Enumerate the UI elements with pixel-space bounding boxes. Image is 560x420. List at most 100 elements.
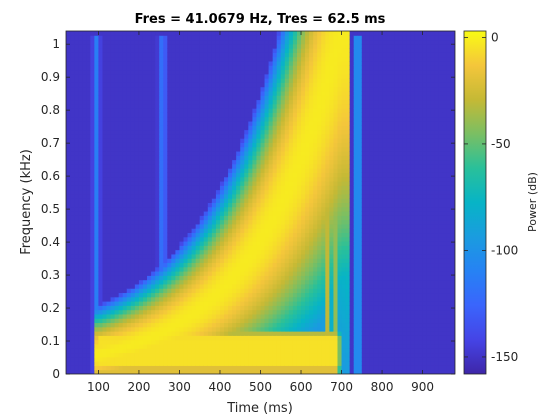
- heatmap-cell: [280, 228, 286, 234]
- heatmap-cell: [138, 339, 144, 345]
- heatmap-cell: [155, 151, 160, 156]
- heatmap-cell: [183, 151, 189, 156]
- heatmap-cell: [292, 258, 298, 264]
- heatmap-cell: [98, 206, 103, 212]
- heatmap-cell: [147, 339, 152, 345]
- heatmap-cell: [301, 78, 306, 83]
- heatmap-cell: [228, 348, 233, 354]
- heatmap-cell: [90, 202, 95, 208]
- heatmap-cell: [175, 279, 180, 285]
- heatmap-cell: [175, 155, 180, 161]
- heatmap-cell: [207, 142, 213, 148]
- heatmap-cell: [98, 258, 103, 264]
- heatmap-cell: [280, 86, 286, 92]
- heatmap-cell: [199, 369, 205, 374]
- heatmap-cell: [98, 348, 103, 354]
- heatmap-cell: [191, 275, 197, 281]
- heatmap-cell: [244, 185, 249, 191]
- heatmap-cell: [183, 352, 189, 358]
- heatmap-cell: [90, 138, 95, 143]
- heatmap-cell: [114, 313, 120, 319]
- heatmap-cell: [280, 361, 286, 366]
- heatmap-cell: [126, 211, 132, 216]
- heatmap-cell: [183, 133, 189, 139]
- heatmap-cell: [155, 249, 160, 255]
- heatmap-cell: [224, 43, 229, 49]
- heatmap-cell: [191, 279, 197, 285]
- heatmap-cell: [167, 138, 172, 143]
- heatmap-cell: [175, 369, 180, 374]
- heatmap-cell: [114, 202, 120, 208]
- heatmap-cell: [292, 271, 298, 276]
- heatmap-cell: [288, 343, 294, 349]
- heatmap-cell: [280, 103, 286, 109]
- heatmap-cell: [280, 52, 286, 58]
- heatmap-cell: [102, 163, 108, 169]
- heatmap-cell: [211, 211, 217, 216]
- heatmap-cell: [122, 369, 128, 374]
- heatmap-cell: [211, 309, 217, 315]
- heatmap-cell: [215, 129, 221, 135]
- heatmap-cell: [151, 78, 156, 83]
- heatmap-cell: [138, 313, 144, 319]
- heatmap-cell: [228, 185, 233, 191]
- heatmap-cell: [114, 305, 120, 311]
- heatmap-cell: [256, 326, 261, 332]
- heatmap-cell: [122, 361, 128, 366]
- heatmap-cell: [106, 202, 112, 208]
- heatmap-cell: [203, 198, 209, 203]
- heatmap-cell: [280, 129, 286, 135]
- heatmap-cell: [138, 138, 144, 143]
- heatmap-cell: [134, 116, 140, 122]
- heatmap-cell: [224, 31, 229, 36]
- heatmap-cell: [219, 309, 225, 315]
- heatmap-cell: [191, 258, 197, 264]
- heatmap-cell: [256, 112, 261, 118]
- heatmap-cell: [248, 176, 253, 182]
- heatmap-cell: [313, 108, 318, 113]
- heatmap-cell: [142, 35, 148, 41]
- heatmap-cell: [82, 39, 87, 45]
- heatmap-cell: [280, 159, 286, 165]
- heatmap-cell: [187, 108, 193, 113]
- heatmap-cell: [179, 185, 185, 191]
- heatmap-cell: [138, 61, 144, 66]
- heatmap-cell: [106, 223, 112, 229]
- heatmap-cell: [118, 258, 124, 264]
- heatmap-cell: [313, 313, 318, 319]
- heatmap-cell: [187, 365, 193, 371]
- heatmap-cell: [171, 365, 176, 371]
- heatmap-cell: [301, 253, 306, 259]
- heatmap-cell: [86, 176, 91, 182]
- heatmap-cell: [252, 108, 257, 113]
- heatmap-cell: [126, 296, 132, 302]
- heatmap-cell: [256, 275, 261, 281]
- heatmap-cell: [70, 48, 75, 53]
- heatmap-cell: [195, 275, 201, 281]
- heatmap-cell: [236, 211, 241, 216]
- heatmap-cell: [187, 322, 193, 328]
- heatmap-cell: [232, 112, 237, 118]
- heatmap-cell: [272, 193, 278, 199]
- heatmap-cell: [171, 253, 176, 259]
- heatmap-cell: [296, 112, 302, 118]
- heatmap-cell: [280, 125, 286, 131]
- heatmap-cell: [296, 198, 302, 203]
- heatmap-cell: [256, 189, 261, 195]
- heatmap-cell: [70, 172, 75, 178]
- heatmap-cell: [228, 52, 233, 58]
- heatmap-cell: [215, 78, 221, 83]
- heatmap-cell: [142, 52, 148, 58]
- heatmap-cell: [74, 65, 79, 71]
- heatmap-cell: [301, 65, 306, 71]
- heatmap-cell: [195, 112, 201, 118]
- heatmap-cell: [296, 31, 302, 36]
- heatmap-cell: [215, 296, 221, 302]
- heatmap-cell: [66, 309, 71, 315]
- heatmap-cell: [236, 236, 241, 242]
- heatmap-cell: [252, 31, 257, 36]
- heatmap-cell: [163, 206, 168, 212]
- heatmap-cell: [280, 369, 286, 374]
- heatmap-cell: [82, 348, 87, 354]
- heatmap-cell: [90, 176, 95, 182]
